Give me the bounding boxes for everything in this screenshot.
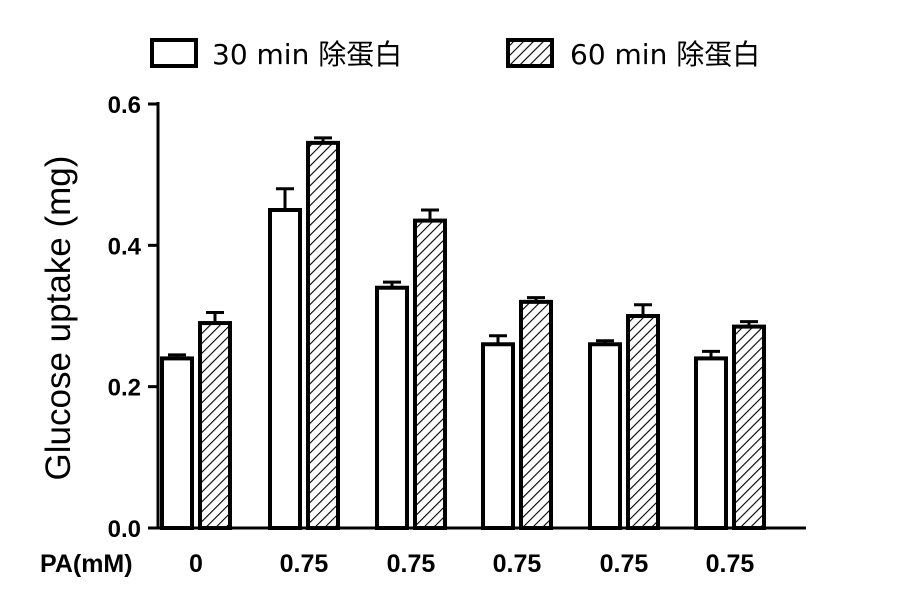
x-tick-label: 0.75	[387, 550, 436, 578]
legend-label-30min: 30 min 除蛋白	[212, 38, 402, 71]
x-tick-label: 0	[189, 550, 203, 578]
legend: 30 min 除蛋白 60 min 除蛋白	[150, 38, 760, 71]
bar-series2-cat3	[413, 218, 447, 530]
bars	[160, 136, 766, 531]
y-ticks: 0.0 0.2 0.4 0.6	[108, 92, 158, 543]
bar-series2-cat5	[626, 314, 660, 530]
x-tick-label: 0.75	[706, 550, 755, 578]
legend-swatch-60min	[506, 38, 554, 68]
bar-series1-cat3	[375, 285, 409, 530]
y-axis-title: Glucose uptake (mg)	[39, 156, 78, 481]
x-tick-labels: 0 0.75 0.75 0.75 0.75 0.75	[189, 550, 754, 578]
y-tick-label: 0.6	[108, 92, 141, 119]
x-prefix-label: PA(mM)	[40, 550, 133, 578]
bar-series2-cat2	[306, 140, 340, 530]
y-tick-label: 0.4	[108, 233, 142, 260]
legend-swatch-30min	[150, 38, 198, 68]
bar-series1-cat2	[268, 208, 302, 530]
bar-series1-cat6	[694, 356, 728, 530]
bar-series2-cat1	[198, 321, 232, 531]
bar-series2-cat6	[732, 324, 766, 530]
legend-label-60min: 60 min 除蛋白	[570, 38, 760, 71]
x-tick-label: 0.75	[493, 550, 542, 578]
bar-series1-cat4	[481, 342, 515, 530]
bar-series1-cat5	[588, 342, 622, 530]
y-tick-label: 0.0	[108, 516, 141, 543]
x-tick-label: 0.75	[600, 550, 649, 578]
y-tick-label: 0.2	[108, 375, 141, 402]
x-tick-label: 0.75	[280, 550, 329, 578]
bar-series2-cat4	[519, 299, 553, 530]
bar-series1-cat1	[160, 356, 194, 530]
